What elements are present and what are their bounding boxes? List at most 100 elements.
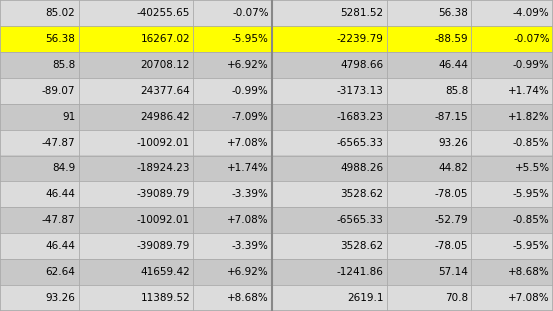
Text: -7.09%: -7.09% [232, 112, 269, 122]
Bar [79, 78, 194, 104]
Text: 3528.62: 3528.62 [340, 189, 383, 199]
Text: 20708.12: 20708.12 [140, 60, 190, 70]
Bar [194, 285, 272, 311]
Bar [471, 207, 553, 233]
Text: 62.64: 62.64 [45, 267, 75, 277]
Text: 56.38: 56.38 [45, 34, 75, 44]
Bar [387, 104, 471, 130]
Text: 11389.52: 11389.52 [140, 293, 190, 303]
Text: +8.68%: +8.68% [227, 293, 269, 303]
Bar [272, 285, 387, 311]
Text: -2239.79: -2239.79 [337, 34, 383, 44]
Bar [0, 78, 79, 104]
Text: -87.15: -87.15 [435, 112, 468, 122]
Bar [79, 156, 194, 181]
Text: +5.5%: +5.5% [514, 164, 550, 174]
Text: -0.07%: -0.07% [513, 34, 550, 44]
Bar [471, 78, 553, 104]
Text: -78.05: -78.05 [435, 241, 468, 251]
Bar [79, 285, 194, 311]
Bar [194, 207, 272, 233]
Text: -18924.23: -18924.23 [137, 164, 190, 174]
Bar [272, 78, 387, 104]
Text: 5281.52: 5281.52 [340, 8, 383, 18]
Text: 56.38: 56.38 [438, 8, 468, 18]
Text: -5.95%: -5.95% [513, 189, 550, 199]
Bar [194, 156, 272, 181]
Bar [79, 207, 194, 233]
Text: -1241.86: -1241.86 [337, 267, 383, 277]
Text: 91: 91 [62, 112, 75, 122]
Text: +6.92%: +6.92% [227, 60, 269, 70]
Bar [194, 0, 272, 26]
Bar [0, 104, 79, 130]
Text: -0.85%: -0.85% [513, 137, 550, 147]
Text: 70.8: 70.8 [445, 293, 468, 303]
Bar [194, 259, 272, 285]
Bar [272, 26, 387, 52]
Text: -5.95%: -5.95% [513, 241, 550, 251]
Text: 46.44: 46.44 [45, 241, 75, 251]
Text: 4988.26: 4988.26 [340, 164, 383, 174]
Bar [79, 104, 194, 130]
Bar [194, 130, 272, 156]
Bar [387, 0, 471, 26]
Text: 16267.02: 16267.02 [140, 34, 190, 44]
Text: 3528.62: 3528.62 [340, 241, 383, 251]
Bar [387, 207, 471, 233]
Text: 85.02: 85.02 [45, 8, 75, 18]
Bar [0, 181, 79, 207]
Text: 44.82: 44.82 [438, 164, 468, 174]
Bar [79, 0, 194, 26]
Text: 24377.64: 24377.64 [140, 86, 190, 96]
Text: +1.74%: +1.74% [227, 164, 269, 174]
Text: -52.79: -52.79 [435, 215, 468, 225]
Bar [0, 156, 79, 181]
Text: 84.9: 84.9 [52, 164, 75, 174]
Bar [272, 233, 387, 259]
Bar [471, 259, 553, 285]
Text: +7.08%: +7.08% [227, 137, 269, 147]
Bar [79, 130, 194, 156]
Text: -3.39%: -3.39% [232, 241, 269, 251]
Bar [79, 52, 194, 78]
Text: -3.39%: -3.39% [232, 189, 269, 199]
Bar [79, 259, 194, 285]
Bar [272, 130, 387, 156]
Bar [79, 181, 194, 207]
Text: +6.92%: +6.92% [227, 267, 269, 277]
Bar [194, 181, 272, 207]
Text: 46.44: 46.44 [45, 189, 75, 199]
Text: -3173.13: -3173.13 [337, 86, 383, 96]
Text: 2619.1: 2619.1 [347, 293, 383, 303]
Text: -1683.23: -1683.23 [337, 112, 383, 122]
Bar [0, 233, 79, 259]
Bar [0, 52, 79, 78]
Bar [0, 259, 79, 285]
Text: 85.8: 85.8 [52, 60, 75, 70]
Bar [471, 130, 553, 156]
Text: -88.59: -88.59 [435, 34, 468, 44]
Bar [387, 233, 471, 259]
Bar [387, 52, 471, 78]
Bar [194, 78, 272, 104]
Text: -0.07%: -0.07% [232, 8, 269, 18]
Text: 4798.66: 4798.66 [340, 60, 383, 70]
Bar [387, 181, 471, 207]
Bar [79, 26, 194, 52]
Bar [387, 130, 471, 156]
Text: -39089.79: -39089.79 [137, 241, 190, 251]
Bar [0, 26, 79, 52]
Bar [0, 207, 79, 233]
Bar [272, 0, 387, 26]
Text: +8.68%: +8.68% [508, 267, 550, 277]
Bar [471, 181, 553, 207]
Bar [194, 233, 272, 259]
Bar [471, 52, 553, 78]
Bar [471, 26, 553, 52]
Bar [471, 104, 553, 130]
Text: 41659.42: 41659.42 [140, 267, 190, 277]
Bar [387, 259, 471, 285]
Bar [387, 78, 471, 104]
Bar [471, 285, 553, 311]
